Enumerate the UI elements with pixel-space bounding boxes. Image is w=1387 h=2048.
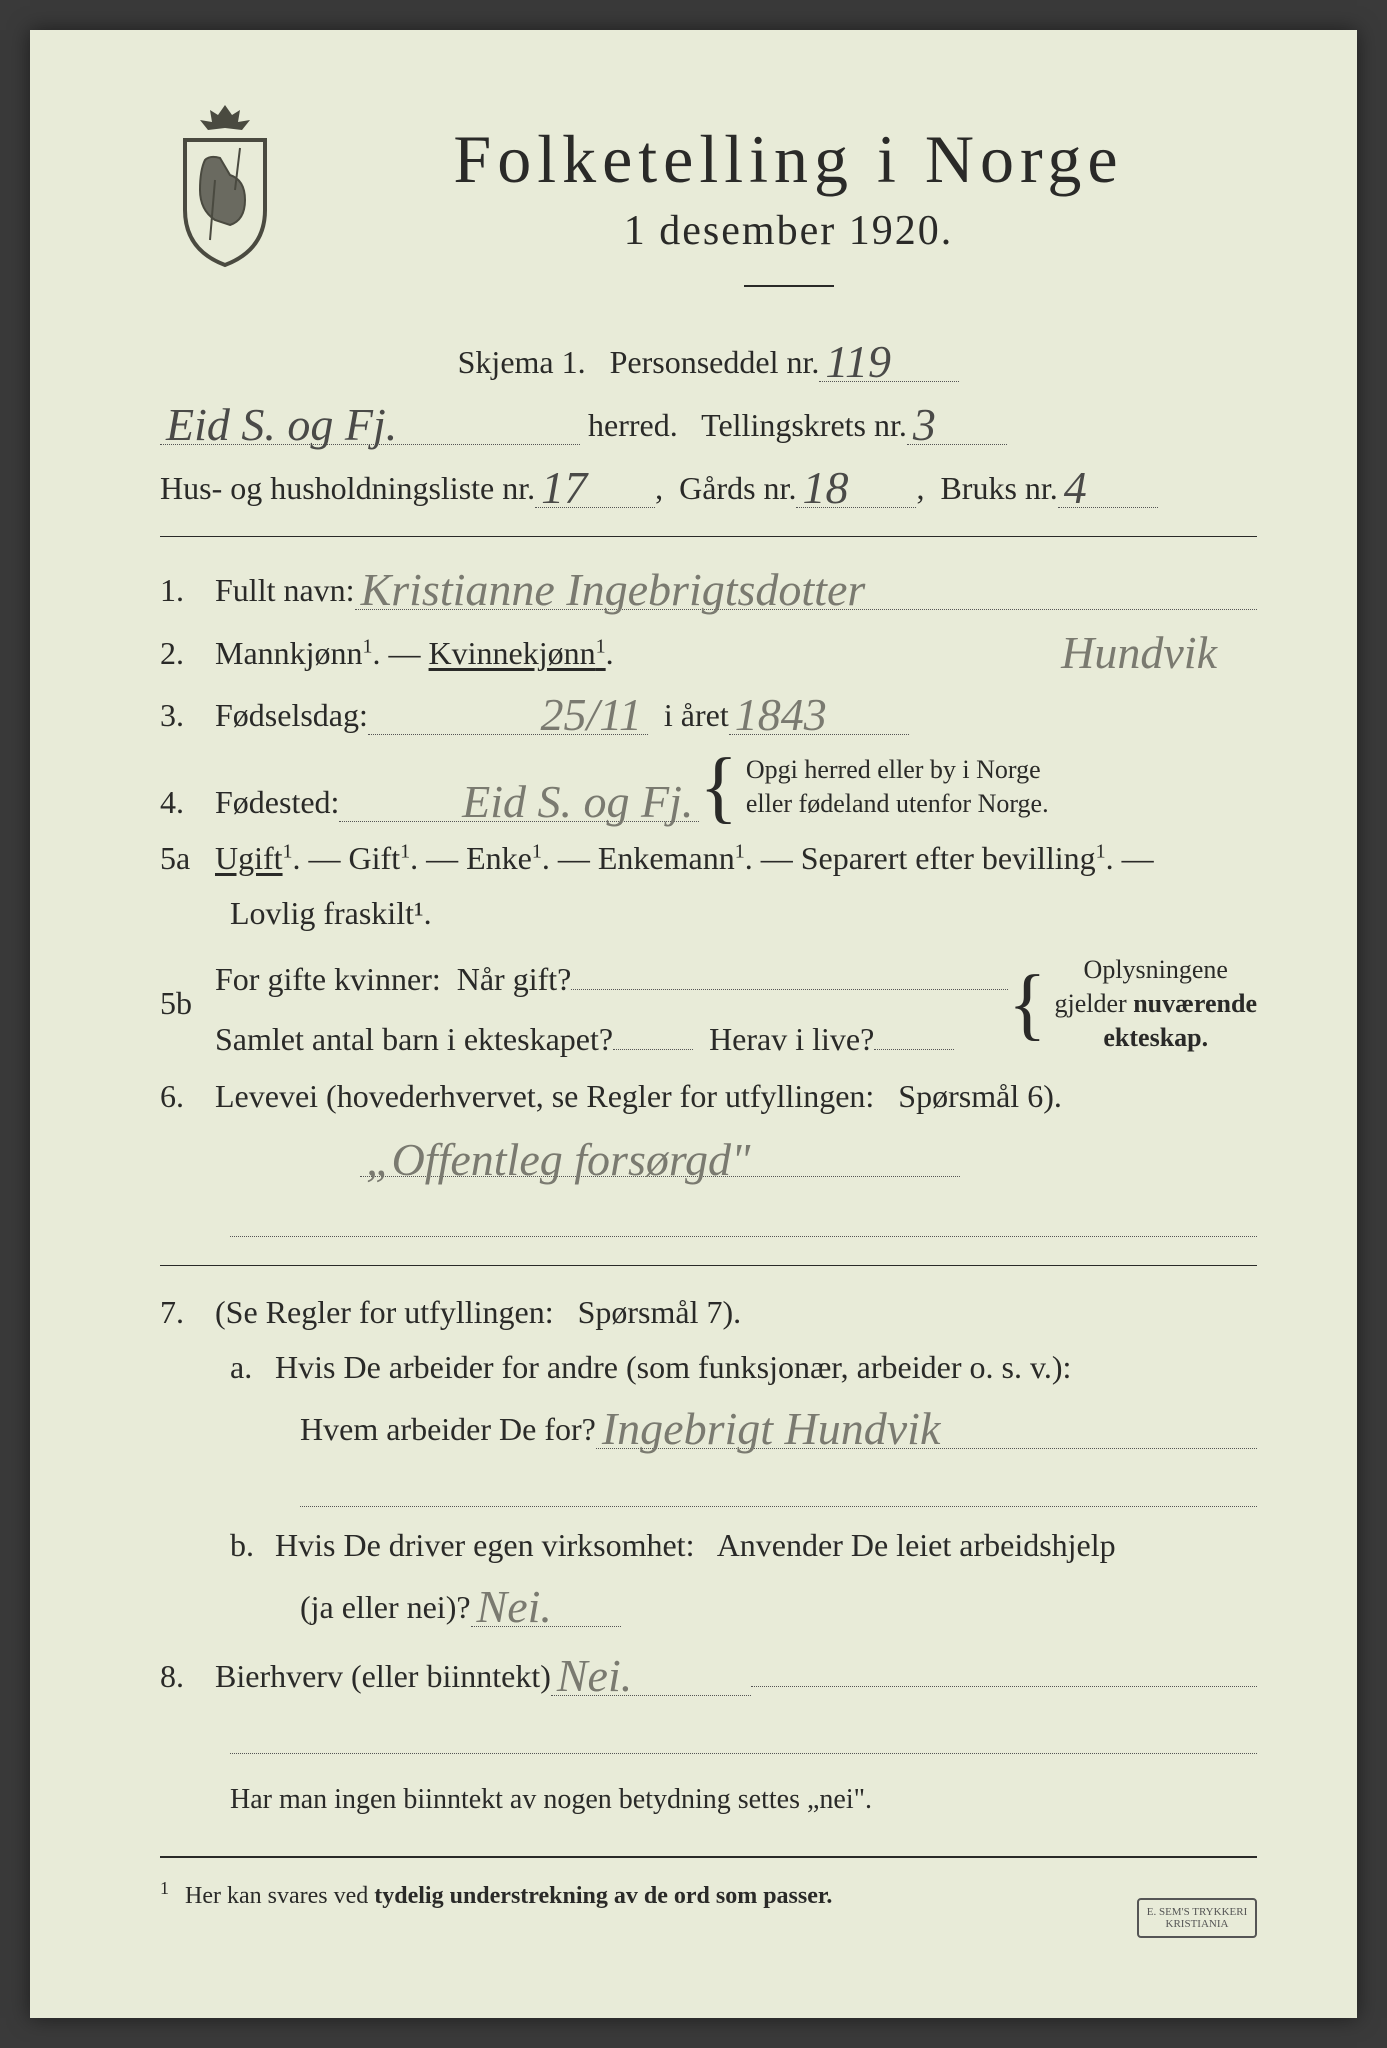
q5b-note-2: gjelder nuværende (1055, 989, 1257, 1018)
hus-nr: 17 (541, 462, 587, 513)
coat-of-arms-icon (160, 100, 290, 270)
q5a-opts2: Lovlig fraskilt¹. (230, 895, 432, 932)
q5a-line2: Lovlig fraskilt¹. (160, 895, 1257, 932)
skjema-line: Skjema 1. Personseddel nr. 119 (160, 337, 1257, 382)
title-block: Folketelling i Norge 1 desember 1920. (320, 120, 1257, 327)
q7b-l2: (ja eller nei)? (300, 1589, 471, 1626)
q8-line: 8. Bierhverv (eller biinntekt) Nei. (160, 1647, 1257, 1696)
q7b-line2: (ja eller nei)? Nei. (160, 1582, 1257, 1627)
q5a-num: 5a (160, 840, 215, 877)
birth-year: 1843 (735, 689, 827, 740)
printer-stamp: E. SEM'S TRYKKERI KRISTIANIA (1137, 1898, 1257, 1938)
surname-2: Hundvik (1061, 632, 1217, 673)
birth-day: 25/11 (541, 689, 642, 740)
herred-line: Eid S. og Fj. herred. Tellingskrets nr. … (160, 400, 1257, 445)
q6-blank (230, 1197, 1257, 1237)
occupation: „Offentleg forsørgd" (366, 1134, 750, 1185)
hired-help: Nei. (477, 1581, 552, 1632)
q5b-note-3: ekteskap. (1103, 1023, 1208, 1052)
gards-nr: 18 (802, 462, 848, 513)
q2-male: Mannkjønn1 (215, 635, 373, 672)
instruction-text: Har man ingen biinntekt av nogen betydni… (230, 1784, 872, 1816)
q7a-num: a. (230, 1349, 275, 1386)
title-divider (744, 285, 834, 287)
q2-line: 2. Mannkjønn1 . — Kvinnekjønn1 . Hundvik (160, 628, 1257, 672)
q1-line: 1. Fullt navn: Kristianne Ingebrigtsdott… (160, 565, 1257, 610)
q3-label: Fødselsdag: (215, 697, 368, 734)
q2-suffix: . (606, 635, 614, 672)
q8-blank (230, 1714, 1257, 1754)
q8-num: 8. (160, 1658, 215, 1695)
household-line: Hus- og husholdningsliste nr. 17 , Gårds… (160, 463, 1257, 508)
q7b-l1: Hvis De driver egen virksomhet: Anvender… (275, 1527, 1116, 1564)
q5a-line: 5a Ugift1. — Gift1. — Enke1. — Enkemann1… (160, 840, 1257, 877)
q6-num: 6. (160, 1078, 215, 1115)
q4-note: { Opgi herred eller by i Norge eller fød… (699, 753, 1048, 821)
q5a-opts: Ugift1. — Gift1. — Enke1. — Enkemann1. —… (215, 840, 1154, 877)
herred-label: herred. Tellingskrets nr. (580, 407, 907, 444)
q5b-l1: For gifte kvinner: Når gift? (215, 961, 571, 998)
q1-label: Fullt navn: (215, 572, 355, 609)
q7a-l1: Hvis De arbeider for andre (som funksjon… (275, 1349, 1071, 1386)
q4-line: 4. Fødested: Eid S. og Fj. { Opgi herred… (160, 753, 1257, 822)
rule-1 (160, 536, 1257, 537)
q3-num: 3. (160, 697, 215, 734)
q7b-num: b. (230, 1527, 275, 1564)
q5b-block: 5b For gifte kvinner: Når gift? Samlet a… (160, 950, 1257, 1058)
subtitle: 1 desember 1920. (320, 207, 1257, 255)
q5b-l2b: Herav i live? (693, 1021, 874, 1058)
q3-mid: i året (648, 697, 729, 734)
birthplace: Eid S. og Fj. (462, 776, 693, 827)
gards-label: , Gårds nr. (655, 470, 796, 507)
q4-note-1: Opgi herred eller by i Norge (746, 755, 1041, 784)
rule-2 (160, 1265, 1257, 1266)
skjema-label: Skjema 1. Personseddel nr. (458, 344, 820, 381)
q8-label: Bierhverv (eller biinntekt) (215, 1658, 551, 1695)
personseddel-nr: 119 (825, 336, 891, 387)
q6-line: 6. Levevei (hovederhvervet, se Regler fo… (160, 1078, 1257, 1115)
footer-rule (160, 1856, 1257, 1858)
footnote-text: Her kan svares ved tydelig understreknin… (185, 1883, 832, 1909)
krets-nr: 3 (913, 399, 936, 450)
q5b-note-1: Oplysningene (1084, 955, 1228, 984)
herred-value: Eid S. og Fj. (166, 399, 397, 450)
employer: Ingebrigt Hundvik (602, 1403, 941, 1454)
q2-female: Kvinnekjønn1 (429, 635, 606, 672)
q7b-line1: b. Hvis De driver egen virksomhet: Anven… (160, 1527, 1257, 1564)
q7a-blank (300, 1467, 1257, 1507)
header: Folketelling i Norge 1 desember 1920. (160, 120, 1257, 327)
full-name: Kristianne Ingebrigtsdotter (361, 564, 866, 615)
hus-label: Hus- og husholdningsliste nr. (160, 470, 535, 507)
main-title: Folketelling i Norge (320, 120, 1257, 199)
q5b-l2a: Samlet antal barn i ekteskapet? (215, 1021, 613, 1058)
q7a-l2: Hvem arbeider De for? (300, 1411, 596, 1448)
bruks-nr: 4 (1064, 462, 1087, 513)
q7-label: (Se Regler for utfyllingen: Spørsmål 7). (215, 1294, 741, 1331)
q2-num: 2. (160, 635, 215, 672)
q7a-line1: a. Hvis De arbeider for andre (som funks… (160, 1349, 1257, 1386)
q5b-note: { Oplysningene gjelder nuværende ekteska… (1008, 953, 1257, 1054)
q6-label: Levevei (hovederhvervet, se Regler for u… (215, 1078, 1062, 1115)
side-income: Nei. (557, 1650, 632, 1701)
q7-num: 7. (160, 1294, 215, 1331)
q7-line: 7. (Se Regler for utfyllingen: Spørsmål … (160, 1294, 1257, 1331)
q6-answer: „Offentleg forsørgd" (160, 1135, 1257, 1177)
bruks-label: , Bruks nr. (916, 470, 1057, 507)
q1-num: 1. (160, 572, 215, 609)
q4-note-2: eller fødeland utenfor Norge. (746, 789, 1049, 818)
footnote: 1 Her kan svares ved tydelig understrekn… (160, 1878, 1257, 1910)
q4-label: Fødested: (215, 784, 339, 821)
census-form-page: Folketelling i Norge 1 desember 1920. Sk… (30, 30, 1357, 2018)
q7a-line2: Hvem arbeider De for? Ingebrigt Hundvik (160, 1404, 1257, 1449)
instruction: Har man ingen biinntekt av nogen betydni… (160, 1784, 1257, 1816)
q5b-num: 5b (160, 985, 215, 1022)
q2-dash: . — (373, 635, 429, 672)
q3-line: 3. Fødselsdag: 25/11 i året 1843 (160, 690, 1257, 735)
q4-num: 4. (160, 784, 215, 821)
